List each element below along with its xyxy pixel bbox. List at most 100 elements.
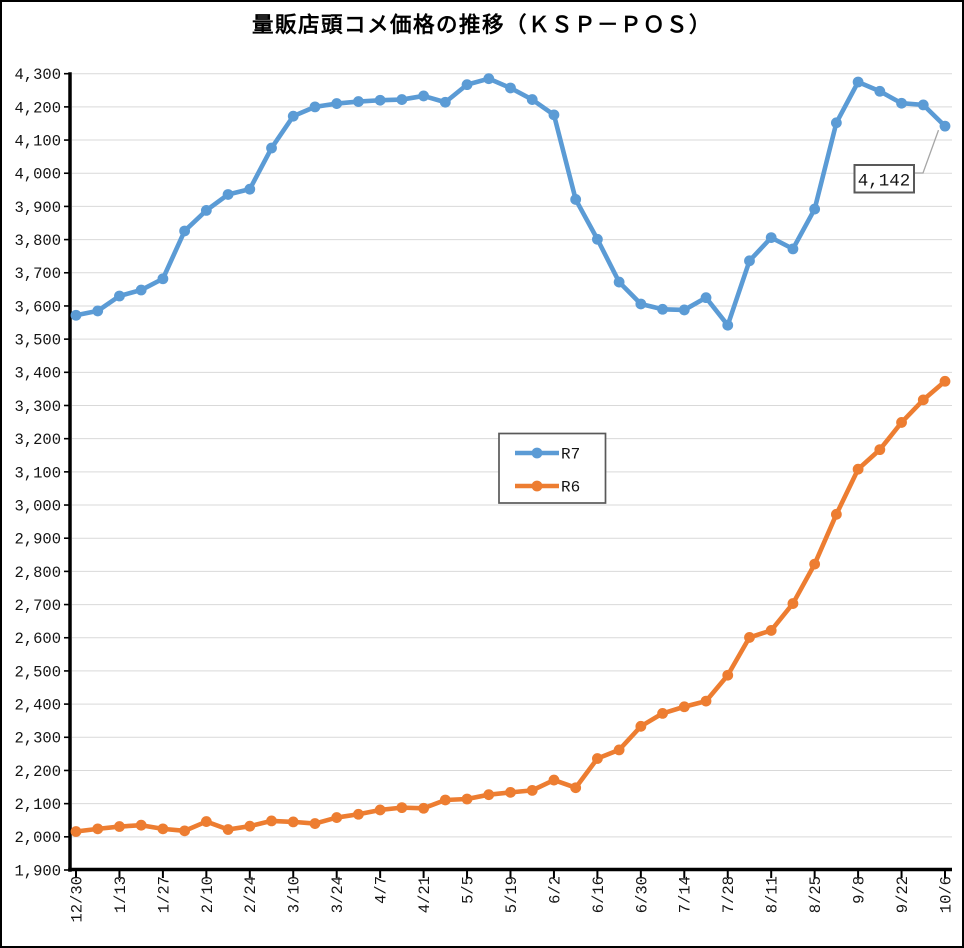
data-point-R6-6/16 — [592, 753, 603, 764]
data-point-R6-7/21 — [700, 695, 712, 707]
data-point-R6-4/14 — [396, 802, 408, 814]
y-tick-label: 2,600 — [14, 630, 61, 648]
data-point-R7-10/6 — [939, 120, 951, 132]
y-tick-label: 4,300 — [14, 66, 61, 84]
x-tick-label: 3/10 — [286, 876, 304, 913]
data-point-R7-6/9 — [570, 194, 582, 205]
data-point-R7-9/29 — [917, 99, 929, 111]
data-point-R6-5/12 — [483, 789, 495, 801]
data-point-R6-10/6 — [939, 375, 951, 387]
x-tick-label: 10/6 — [937, 876, 955, 913]
data-point-R7-4/21 — [418, 90, 429, 102]
y-tick-label: 3,600 — [14, 298, 61, 316]
data-point-R6-12/30 — [70, 826, 82, 837]
y-tick-label: 3,800 — [14, 232, 61, 250]
y-tick-label: 2,100 — [14, 796, 61, 814]
data-point-R6-6/30 — [635, 720, 647, 732]
data-point-R7-5/12 — [483, 73, 495, 85]
data-point-R7-9/15 — [874, 85, 886, 97]
data-point-R7-8/25 — [809, 203, 821, 215]
x-tick-label: 6/30 — [633, 876, 651, 913]
data-point-R7-2/10 — [200, 204, 212, 216]
data-point-R7-8/11 — [765, 232, 777, 244]
series-R7 — [70, 73, 951, 331]
y-tick-label: 2,000 — [14, 829, 61, 847]
data-point-R7-1/20 — [135, 284, 147, 296]
data-point-R6-1/20 — [135, 819, 147, 831]
y-tick-label: 3,700 — [14, 265, 61, 283]
data-point-R7-9/22 — [896, 97, 907, 109]
data-point-R6-6/23 — [613, 744, 625, 756]
x-tick-label: 6/2 — [546, 876, 564, 904]
data-point-R7-4/28 — [439, 96, 451, 108]
data-point-R6-6/2 — [548, 774, 560, 786]
data-point-R7-3/17 — [309, 101, 321, 113]
data-point-R6-7/28 — [722, 669, 734, 681]
data-point-R7-6/30 — [635, 298, 647, 310]
data-point-R7-7/7 — [657, 303, 668, 315]
data-point-R6-9/8 — [852, 463, 864, 475]
data-point-R6-8/11 — [765, 625, 777, 636]
data-point-R6-4/28 — [439, 794, 451, 806]
data-point-R6-1/13 — [114, 821, 125, 832]
data-point-R6-8/25 — [809, 558, 821, 570]
data-point-R7-1/27 — [157, 273, 169, 285]
data-point-R7-1/13 — [114, 290, 125, 302]
y-tick-label: 2,200 — [14, 763, 61, 781]
x-tick-label: 2/24 — [242, 876, 260, 913]
x-tick-label: 1/13 — [112, 876, 130, 913]
y-tick-label: 2,400 — [14, 697, 61, 715]
annotation-box — [853, 164, 915, 194]
x-tick-label: 1/27 — [155, 876, 173, 913]
data-point-R7-8/18 — [787, 243, 799, 255]
data-point-R6-1/6 — [92, 823, 104, 835]
data-point-R6-5/19 — [505, 786, 516, 798]
data-point-R7-8/4 — [744, 255, 755, 267]
data-point-R6-8/18 — [787, 598, 799, 609]
legend-marker-R6 — [531, 480, 543, 492]
y-tick-label: 4,200 — [14, 99, 61, 117]
data-point-R7-9/1 — [830, 117, 842, 129]
data-point-R6-9/1 — [830, 508, 842, 520]
data-point-R6-9/15 — [874, 444, 886, 456]
y-axis: 1,900 2,000 2,100 2,200 2,300 2,400 2,500 2,600… — [14, 66, 70, 880]
data-point-R7-4/14 — [396, 94, 408, 105]
x-tick-label: 2/10 — [199, 876, 217, 913]
x-tick-label: 6/16 — [590, 876, 608, 913]
annotation-last-value: 4,142 — [853, 129, 940, 194]
y-tick-label: 2,500 — [14, 663, 61, 681]
y-tick-label: 4,000 — [14, 166, 61, 184]
data-point-R7-3/3 — [266, 142, 277, 154]
x-axis: 12/30 1/13 1/27 2/10 2/24 3/10 3/24 4/7 4/21 5/5 5… — [68, 871, 955, 923]
data-point-R6-9/22 — [896, 417, 907, 428]
y-tick-label: 3,500 — [14, 332, 61, 350]
y-tick-label: 3,100 — [14, 464, 61, 482]
data-point-R6-4/21 — [418, 802, 429, 814]
y-tick-label: 3,000 — [14, 497, 61, 515]
chart-title: 量販店頭コメ価格の推移（ＫＳＰ－ＰＯＳ） — [251, 13, 712, 37]
x-tick-label: 4/7 — [373, 876, 391, 904]
data-point-R7-2/3 — [179, 225, 191, 237]
legend-box — [498, 432, 607, 504]
data-point-R7-5/26 — [526, 94, 538, 105]
data-point-R6-8/4 — [744, 632, 755, 643]
series-R6 — [70, 375, 951, 837]
x-tick-label: 7/14 — [677, 876, 695, 913]
data-point-R7-6/2 — [548, 109, 560, 121]
data-point-R6-6/9 — [570, 782, 582, 794]
legend-marker-R7 — [531, 447, 543, 459]
data-point-R6-2/10 — [200, 816, 212, 827]
data-point-R7-2/17 — [222, 189, 234, 200]
data-point-R6-3/24 — [331, 812, 343, 823]
data-point-R6-2/17 — [222, 824, 234, 835]
data-point-R7-9/8 — [852, 76, 864, 88]
x-tick-label: 8/25 — [807, 876, 825, 913]
y-tick-label: 1,900 — [14, 862, 61, 880]
data-point-R6-3/10 — [287, 816, 299, 828]
y-tick-label: 2,700 — [14, 597, 61, 615]
data-point-R7-6/23 — [613, 276, 625, 288]
legend: R7 R6 — [498, 432, 607, 504]
legend-label-R6: R6 — [561, 479, 580, 497]
